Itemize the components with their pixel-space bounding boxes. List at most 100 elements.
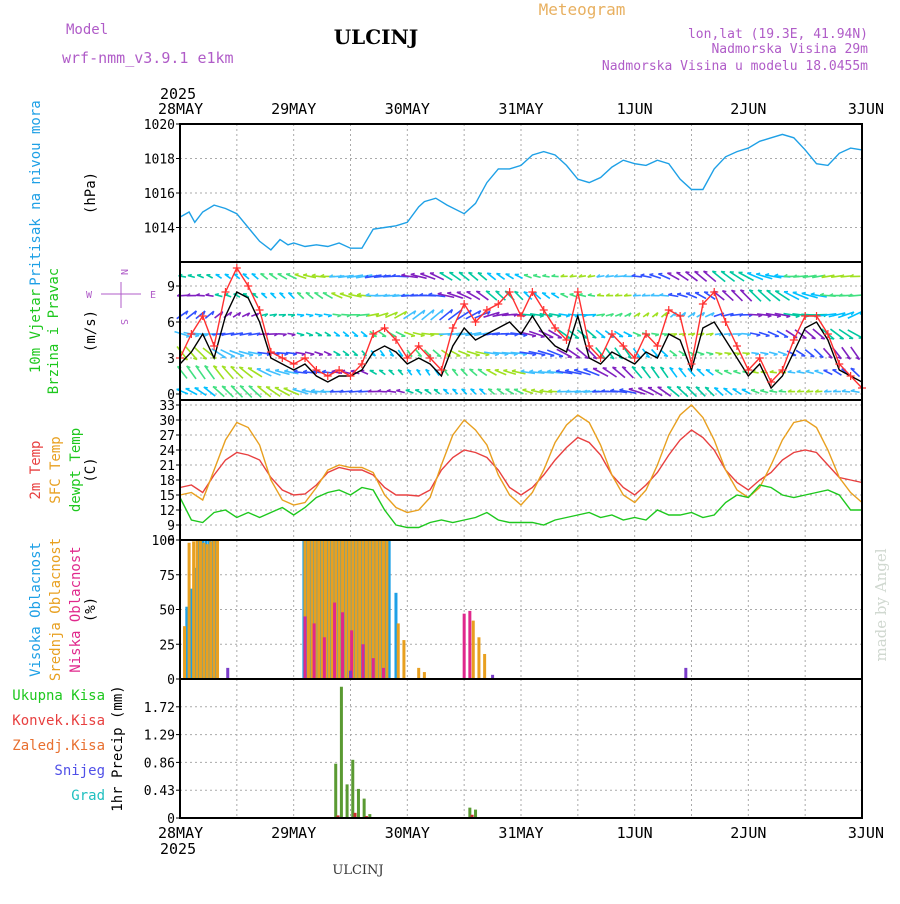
wind-arrow-head [700,354,704,355]
wind-arrow [314,293,322,299]
wind-arrow-head [704,271,708,272]
time-tick-label: 30MAY [385,824,430,842]
wind-arrow [796,350,805,356]
bar-cloud_cover [213,540,216,679]
y-tick-label: 1014 [144,222,175,237]
wind-arrow-head [249,386,253,387]
wind-arrow-head [213,387,217,388]
y-tick-label: 1020 [144,118,175,133]
wind-arrow-head [469,272,473,273]
wind-arrow-head [437,356,441,357]
wind-arrow-head [363,336,367,337]
wind-arrow-head [293,388,297,389]
wind-arrow-head [677,293,681,294]
bar-precipitation [340,687,343,818]
bar-cloud_cover [483,654,486,679]
wind-arrow-head [297,293,301,294]
y-tick-label: 30 [159,414,175,429]
wind-arrow-head [434,389,438,390]
series-marker [676,312,684,320]
wind-arrow-head [756,273,760,274]
series-line-0 [180,134,862,250]
time-tick-label: 1JUN [617,100,653,118]
bar-cloud_cover [206,544,209,679]
time-tick-label: 2JUN [730,824,766,842]
series-marker [540,306,548,314]
compass-e: E [150,290,156,301]
wind-arrow-head [802,292,806,293]
wind-arrow-head [575,338,579,339]
wind-arrow-head [722,291,726,292]
bar-cloud_cover [349,671,352,679]
bar-cloud_cover [375,540,378,679]
wind-arrow-head [300,335,304,336]
wind-arrow-head [806,370,810,371]
wind-arrow-head [215,294,219,295]
y-axis-label: Niska Oblacnost [68,546,84,672]
wind-arrow [515,291,523,299]
wind-arrow-head [810,356,814,357]
wind-arrow [596,330,605,337]
bar-precipitation [351,760,354,818]
wind-arrow [478,273,487,280]
wind-arrow-head [421,335,425,336]
y-tick-label: 1.29 [144,729,175,744]
y-tick-label: 75 [159,569,175,584]
y-tick-label: 3 [167,352,175,367]
wind-arrow [824,370,833,374]
wind-arrow-head [266,369,270,370]
bar-cloud_cover [323,637,326,679]
wind-arrow [278,274,287,279]
wind-barb-field [175,271,863,397]
wind-arrow [696,387,705,396]
bar-cloud_cover [477,637,480,679]
wind-arrow [177,311,188,319]
wind-arrow-head [721,271,725,272]
y-tick-label: 33 [159,399,175,414]
wind-arrow-head [812,338,816,339]
wind-arrow-head [620,389,624,390]
series-marker [244,282,252,290]
wind-arrow-head [774,354,778,355]
wind-arrow-head [767,290,771,291]
watermark: made by Angel [872,548,890,661]
wind-arrow [851,368,860,376]
wind-arrow-head [766,336,770,337]
wind-arrow [814,349,823,358]
wind-arrow-head [411,273,415,274]
wind-arrow-head [751,389,755,390]
wind-arrow-head [275,370,279,371]
wind-arrow-head [459,272,463,273]
bar-cloud_cover [313,623,316,679]
wind-arrow-head [447,292,451,293]
wind-arrow-head [345,336,349,337]
wind-arrow [433,350,441,357]
bar-cloud_cover [382,668,385,679]
wind-arrow-head [533,274,537,275]
y-axis-label: 10m Vjetar [28,289,44,373]
wind-arrow-head [252,274,256,275]
y-tick-label: 9 [167,519,175,534]
wind-arrow-head [709,354,713,355]
wind-arrow-head [420,273,424,274]
wind-arrow-head [295,274,299,275]
y-tick-label: 9 [167,280,175,295]
wind-arrow-head [485,355,489,356]
precip-legend-label: Grad [71,788,105,804]
bar-cloud_cover [382,540,385,679]
series-marker [460,300,468,308]
series-marker [199,312,207,320]
bar-cloud_cover [338,540,341,679]
wind-arrow-head [712,271,716,272]
wind-arrow-head [815,370,819,371]
bar-cloud_cover [472,621,475,679]
wind-arrow-head [733,370,737,371]
bar-cloud_cover [344,540,347,679]
series-marker [233,264,241,272]
bar-cloud_cover [468,611,471,679]
wind-arrow-head [541,355,545,356]
wind-arrow-head [695,271,699,272]
wind-arrow [269,274,277,280]
bar-precipitation [357,789,360,818]
